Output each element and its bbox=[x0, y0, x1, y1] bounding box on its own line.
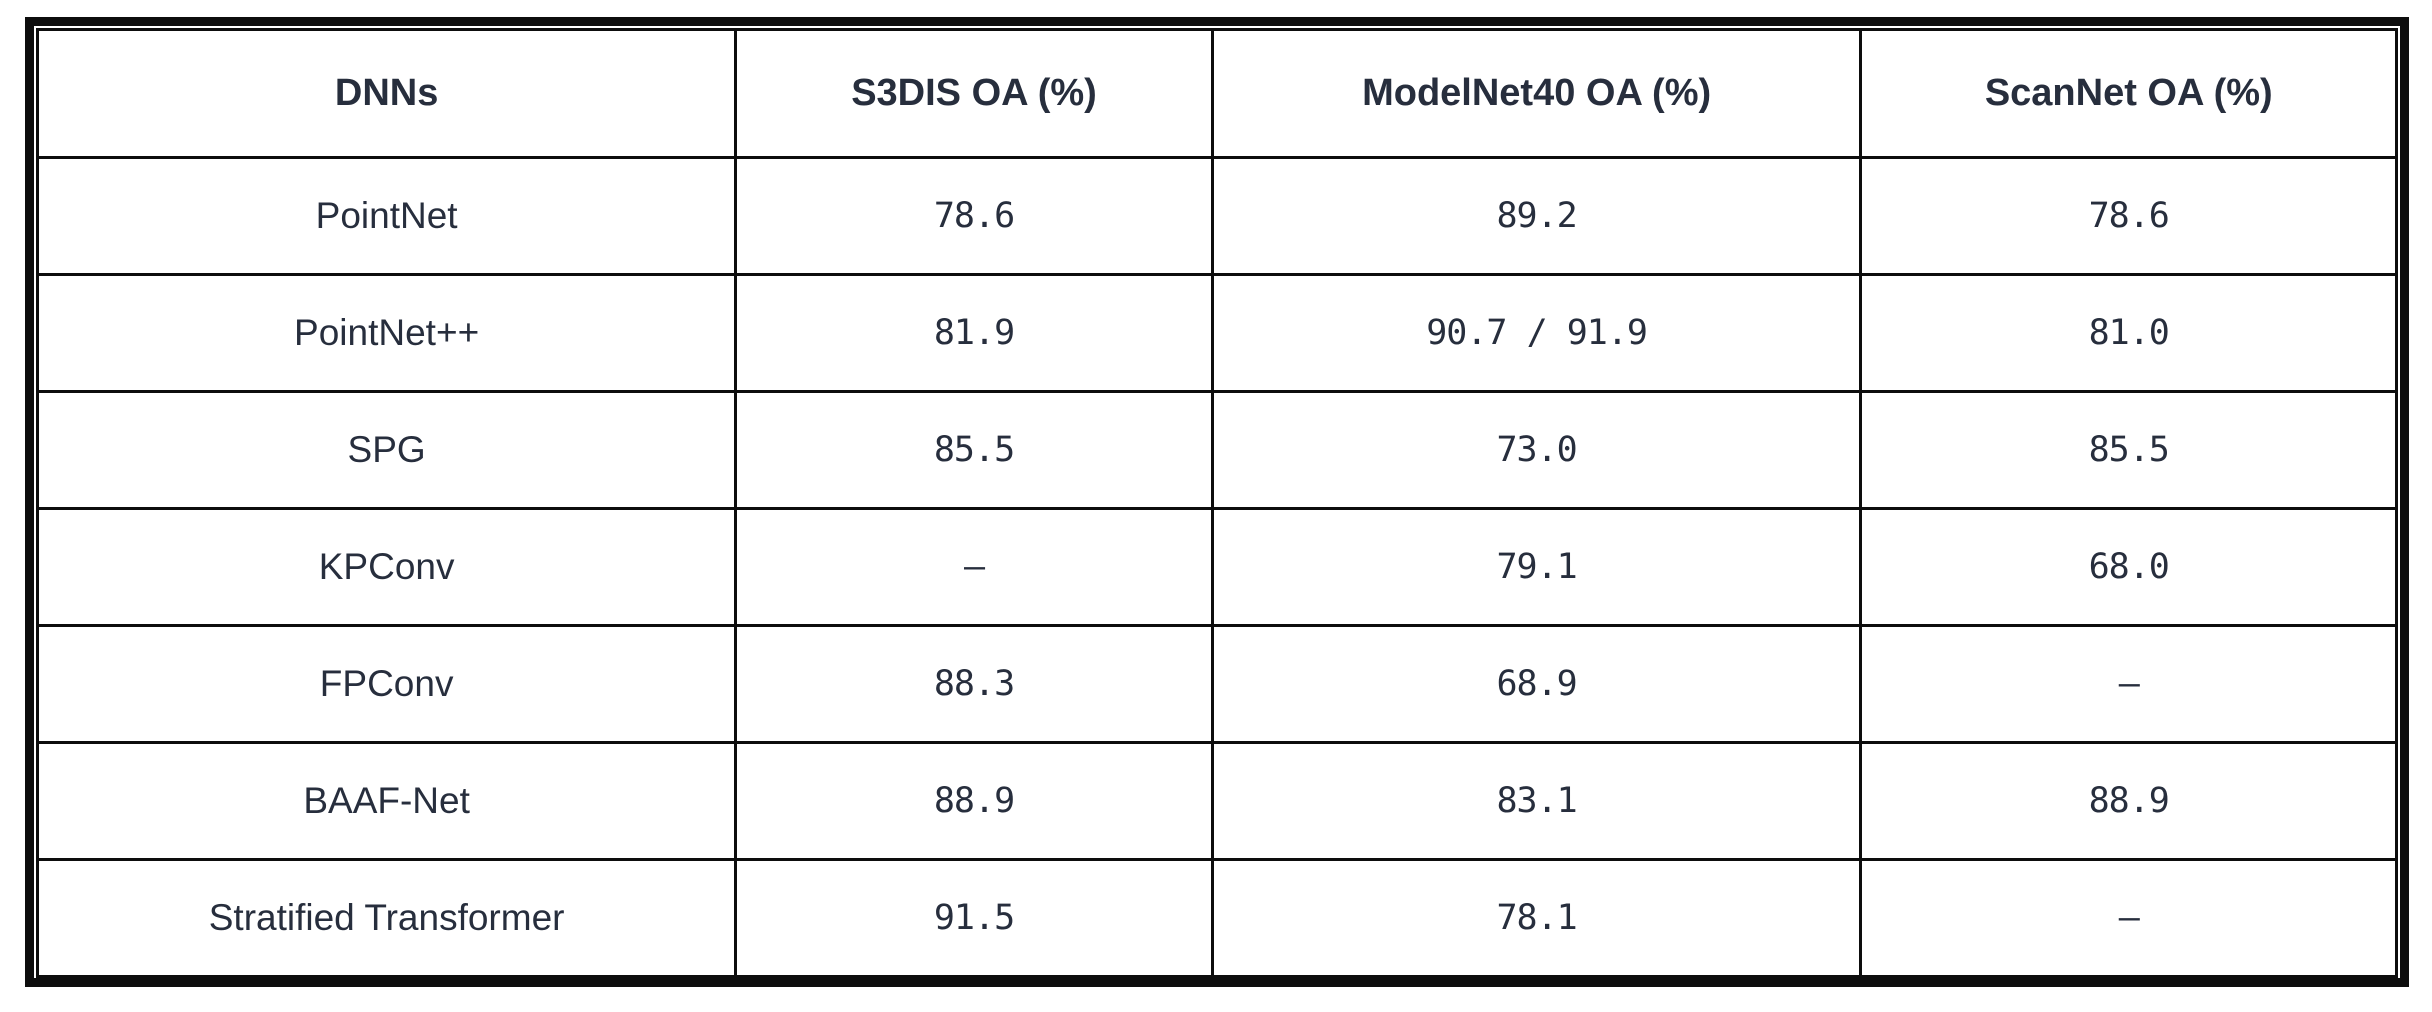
score-cell: 78.6 bbox=[734, 156, 1214, 276]
table-header: DNNs S3DIS OA (%) ModelNet40 OA (%) Scan… bbox=[35, 28, 2398, 159]
score-cell: 79.1 bbox=[1210, 507, 1863, 627]
score-cell: 68.9 bbox=[1210, 624, 1863, 744]
model-name-cell: BAAF-Net bbox=[35, 741, 738, 861]
header-row: DNNs S3DIS OA (%) ModelNet40 OA (%) Scan… bbox=[35, 28, 2398, 159]
model-name-cell: KPConv bbox=[35, 507, 738, 627]
table-row: FPConv 88.3 68.9– bbox=[35, 624, 2398, 744]
score-cell: 88.3 bbox=[734, 624, 1214, 744]
benchmark-table: DNNs S3DIS OA (%) ModelNet40 OA (%) Scan… bbox=[35, 28, 2398, 978]
score-cell: 91.5 bbox=[734, 858, 1214, 978]
table-row: Stratified Transformer 91.5 78.1– bbox=[35, 858, 2398, 978]
model-name-cell: Stratified Transformer bbox=[35, 858, 738, 978]
table-row: PointNet++ 81.9 90.7 / 91.9 81.0 bbox=[35, 273, 2398, 393]
score-cell: 88.9 bbox=[734, 741, 1214, 861]
table-row: PointNet 78.6 89.2 78.6 bbox=[35, 156, 2398, 276]
score-cell: 81.0 bbox=[1859, 273, 2398, 393]
table-frame: DNNs S3DIS OA (%) ModelNet40 OA (%) Scan… bbox=[25, 17, 2409, 987]
header-cell-modelnet40: ModelNet40 OA (%) bbox=[1210, 28, 1863, 159]
score-cell: 81.9 bbox=[734, 273, 1214, 393]
score-cell: – bbox=[1859, 624, 2398, 744]
score-cell: 90.7 / 91.9 bbox=[1210, 273, 1863, 393]
table-row: SPG 85.5 73.0 85.5 bbox=[35, 390, 2398, 510]
score-cell: 78.1 bbox=[1210, 858, 1863, 978]
table-row: KPConv –79.1 68.0 bbox=[35, 507, 2398, 627]
score-cell: 89.2 bbox=[1210, 156, 1863, 276]
score-cell: 73.0 bbox=[1210, 390, 1863, 510]
model-name-cell: PointNet bbox=[35, 156, 738, 276]
table-row: BAAF-Net 88.9 83.1 88.9 bbox=[35, 741, 2398, 861]
model-name-cell: FPConv bbox=[35, 624, 738, 744]
score-cell: 78.6 bbox=[1859, 156, 2398, 276]
score-cell: – bbox=[734, 507, 1214, 627]
header-cell-scannet: ScanNet OA (%) bbox=[1859, 28, 2398, 159]
model-name-cell: PointNet++ bbox=[35, 273, 738, 393]
header-cell-s3dis: S3DIS OA (%) bbox=[734, 28, 1214, 159]
score-cell: – bbox=[1859, 858, 2398, 978]
score-cell: 68.0 bbox=[1859, 507, 2398, 627]
score-cell: 85.5 bbox=[734, 390, 1214, 510]
model-name-cell: SPG bbox=[35, 390, 738, 510]
score-cell: 88.9 bbox=[1859, 741, 2398, 861]
table-body: PointNet 78.6 89.2 78.6 PointNet++ 81.9 90.7 /… bbox=[35, 156, 2398, 978]
score-cell: 83.1 bbox=[1210, 741, 1863, 861]
header-cell-dnns: DNNs bbox=[35, 28, 738, 159]
score-cell: 85.5 bbox=[1859, 390, 2398, 510]
